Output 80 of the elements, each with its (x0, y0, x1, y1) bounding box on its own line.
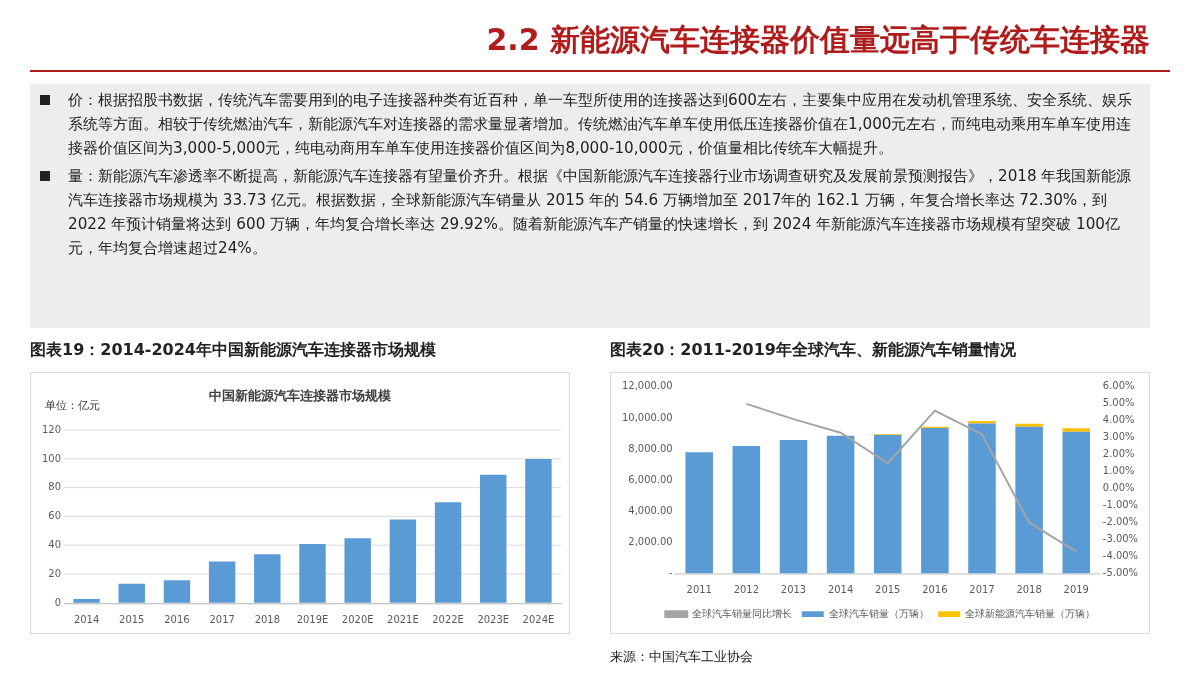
bar (118, 583, 145, 603)
x-tick-label: 2014 (827, 583, 854, 595)
x-tick-label: 2016 (164, 613, 190, 625)
x-tick-label: 2015 (875, 583, 901, 595)
x-tick-label: 2019 (1063, 583, 1089, 595)
bar (968, 421, 996, 424)
x-tick-label: 2019E (296, 613, 329, 625)
y2-tick-label: -3.00% (1102, 533, 1139, 545)
x-tick-label: 2017 (209, 613, 235, 625)
y-tick-label: 4,000.00 (628, 504, 673, 516)
x-tick-label: 2014 (73, 613, 100, 625)
x-tick-label: 2018 (254, 613, 280, 625)
bar (1015, 426, 1043, 574)
x-tick-label: 2018 (1016, 583, 1042, 595)
bar (163, 580, 191, 603)
y2-tick-label: 3.00% (1102, 431, 1135, 443)
x-tick-label: 2024E (522, 613, 555, 625)
x-tick-label: 2015 (119, 613, 145, 625)
bar (826, 435, 855, 574)
y2-tick-label: -4.00% (1102, 550, 1139, 562)
bar (434, 502, 462, 603)
y-tick-label: 120 (41, 423, 61, 435)
legend-label: 全球汽车销量（万辆） (828, 607, 929, 619)
y-tick-label: 20 (48, 567, 61, 579)
y-tick-label: - (669, 567, 674, 579)
y2-tick-label: -1.00% (1102, 499, 1139, 511)
text: 价：根据招股书数据，传统汽车需要用到的电子连接器种类有近百种，单一车型所使用的连接器达到600左右，主要集中应用在发动机管理系统、安全系统、娱乐系统等方面。相较于传统燃油汽车，新能源汽车对连接器的需求量显著增加。传统燃油汽车单车使用低压连接器价值在1,000元左右，而纯电动乘用车单车使用连接器价值区间为3,000-5,000元，纯电动商用车单车使用连接器价值区间为8,000-10,000元，价值量相比传统车大幅提升。 (68, 90, 1133, 159)
chart-title: 图表20：2011-2019年全球汽车、新能源汽车销量情况 (610, 340, 1017, 361)
bar (73, 598, 100, 603)
y-tick-label: 0 (54, 596, 61, 608)
y-axis-title: 单位：亿元 (44, 399, 101, 413)
bar (921, 427, 949, 574)
y-tick-label: 6,000.00 (628, 473, 673, 485)
bar (732, 445, 761, 574)
bar (1062, 428, 1091, 432)
y-tick-label: 60 (48, 510, 61, 522)
y-tick-label: 8,000.00 (628, 442, 673, 454)
bar (480, 474, 507, 603)
y2-tick-label: 6.00% (1102, 380, 1135, 392)
x-tick-label: 2016 (922, 583, 948, 595)
bar (1062, 431, 1091, 574)
bar (299, 544, 326, 603)
x-tick-label: 2017 (969, 583, 995, 595)
x-tick-label: 2013 (780, 583, 807, 595)
bar (685, 452, 713, 574)
x-tick-label: 2022E (432, 613, 464, 625)
legend-label: 全球汽车销量同比增长 (692, 607, 793, 619)
y2-tick-label: 4.00% (1102, 414, 1135, 426)
bar (873, 435, 902, 574)
x-tick-label: 2023E (477, 613, 510, 625)
y2-tick-label: -2.00% (1102, 516, 1139, 528)
chart-title: 图表19：2014-2024年中国新能源汽车连接器市场规模 (30, 340, 437, 361)
x-tick-label: 2012 (733, 583, 760, 595)
y2-tick-label: 1.00% (1102, 465, 1135, 477)
bar (968, 423, 996, 574)
y2-tick-label: 5.00% (1102, 397, 1135, 409)
x-tick-label: 2011 (686, 583, 712, 595)
y-tick-label: 80 (48, 481, 61, 493)
chart-subtitle: 中国新能源汽车连接器市场规模 (208, 387, 392, 403)
text: 2.2 新能源汽车连接器价值量远高于传统车连接器 (485, 21, 1150, 59)
bar (1015, 423, 1043, 427)
y-tick-label: 2,000.00 (628, 535, 673, 547)
bar (779, 440, 808, 574)
bar (208, 561, 236, 603)
y2-tick-label: -5.00% (1102, 567, 1139, 579)
bar (389, 519, 417, 603)
y-tick-label: 40 (48, 539, 61, 551)
y2-tick-label: 0.00% (1102, 482, 1135, 494)
bar (254, 554, 281, 603)
bar (525, 459, 552, 603)
legend-label: 全球新能源汽车销量（万辆） (965, 607, 1096, 619)
y2-tick-label: 2.00% (1102, 448, 1135, 460)
x-tick-label: 2021E (387, 613, 419, 625)
text: 量：新能源汽车渗透率不断提高，新能源汽车连接器有望量价齐升。根据《中国新能源汽车连接器行业市场调查研究及发展前景预测报告》，2018 年我国新能源汽车连接器市场规模为 33.73 亿元。根据数据，全球新能源汽车销量从 2015 年的 54.6 万辆增加至 2017年的 162.1 万辆，年复合增长率达 72.30%，到 2022 年预计销量将达到 600 万辆，年均复合增长率达 29.92%。随着新能源汽车产销量的快速增长，到 2024 年新能源汽车连接器市场规模有望突破 100亿元，年均复合增速超过24%。 (68, 166, 1133, 259)
source-note: 来源：中国汽车工业协会 (610, 648, 754, 666)
x-tick-label: 2020E (341, 613, 374, 625)
y-tick-label: 100 (41, 452, 61, 464)
y-tick-label: 10,000.00 (621, 411, 673, 423)
bar (344, 538, 371, 603)
y-tick-label: 12,000.00 (621, 380, 673, 392)
